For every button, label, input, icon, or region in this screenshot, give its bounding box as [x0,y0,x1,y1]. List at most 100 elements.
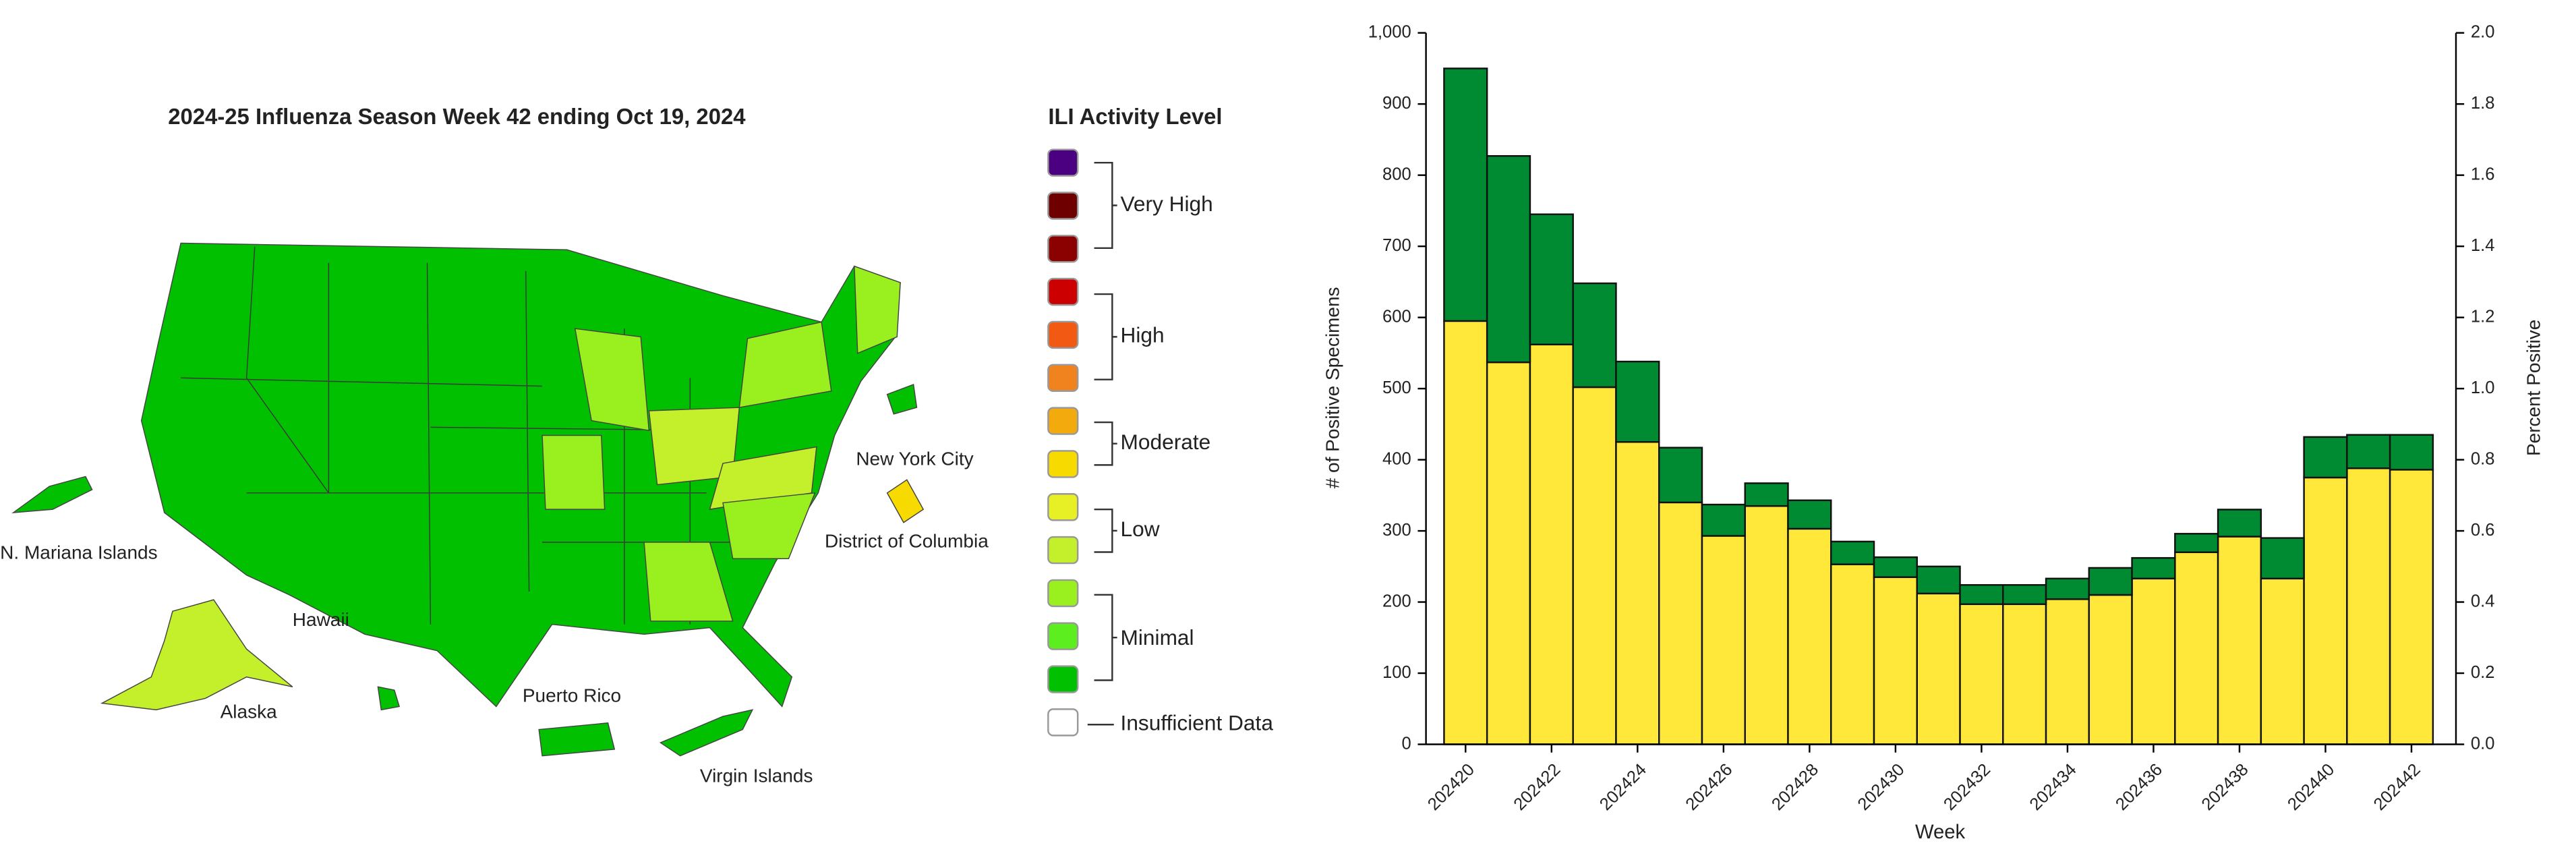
state-al-ga [643,542,734,622]
bar-segment [1916,592,1961,745]
bar-segment [2088,567,2133,596]
y-tick-label: 600 [1382,307,1411,326]
y-tick-label: 100 [1382,663,1411,682]
y2-tick-label: 1.6 [2471,165,2495,183]
bar-segment [1959,603,2004,745]
y2-tick-label: 0.2 [2471,663,2495,682]
legend-swatch [1047,148,1079,177]
y-tick-label: 400 [1382,449,1411,468]
y2-tick-label: 1.8 [2471,94,2495,113]
legend-group: Low [1121,517,1160,541]
alaska [100,599,293,711]
bar-segment [2045,598,2090,745]
bar-segment [1959,584,2004,605]
territory-label: Puerto Rico [523,685,621,706]
legend-swatch [1047,708,1079,737]
y2-tick-label: 0.8 [2471,449,2495,468]
territory-label: Virgin Islands [700,766,813,786]
legend-swatch [1047,450,1079,478]
state-me [854,265,901,354]
bar-segment [1486,154,1531,364]
y2-tick-label: 1.4 [2471,236,2495,255]
x-tick-label: 202426 [1682,760,1736,814]
legend-swatch [1047,622,1079,650]
state-mo [541,434,606,510]
legend-group: Moderate [1121,430,1211,454]
bar-segment [1615,360,1660,443]
bar-segment [2217,536,2262,745]
bar-segment [2303,476,2348,745]
legend-swatch [1047,493,1079,521]
x-tick-label: 202420 [1424,760,1478,814]
legend-group: Insufficient Data [1121,711,1274,735]
bar-segment [2389,434,2434,471]
x-tick-label: 202442 [2370,760,2424,814]
x-tick-label: 202430 [1854,760,1908,814]
territory-label: N. Mariana Islands [0,542,157,563]
x-tick-label: 202432 [1940,760,1994,814]
bar-segment [2389,469,2434,745]
y-tick-label: 0 [1401,734,1411,753]
state-ny [738,321,832,409]
legend-group: Minimal [1121,625,1194,650]
x-tick-label: 202438 [2198,760,2252,814]
y-tick-label: 500 [1382,378,1411,397]
y2-tick-label: 0.0 [2471,734,2495,753]
bar-segment [1443,67,1488,322]
map-title: 2024-25 Influenza Season Week 42 ending … [168,104,746,129]
legend-swatch [1047,407,1079,435]
legend-swatch [1047,235,1079,263]
bar-segment [2002,603,2047,745]
bar-segment [2088,594,2133,745]
y-tick-label: 800 [1382,165,1411,183]
x-tick-label: 202436 [2112,760,2166,814]
map-legend: ILI Activity Level Very High High Modera… [1047,104,1274,737]
legend-swatch [1047,364,1079,392]
bar-segment [1572,386,1617,745]
y2-tick-label: 0.4 [2471,592,2495,610]
bar-segment [1529,213,1574,345]
bar-segment [1572,282,1617,389]
x-tick-label: 202422 [1510,760,1564,814]
bar-segment [1830,563,1875,745]
x-tick-label: 202428 [1768,760,1822,814]
bar-segment [2045,577,2090,600]
state-wi [574,328,650,432]
y-tick-label: 900 [1382,94,1411,113]
legend-brackets [1087,161,1117,726]
territory-label: New York City [856,448,973,469]
bar-segment [2002,584,2047,605]
legend-swatch [1047,277,1079,306]
bar-segment [1486,361,1531,745]
bar-segment [1701,503,1746,537]
legend-swatch [1047,579,1079,608]
x-axis-title: Week [1915,822,1966,843]
bar-segment [1916,565,1961,595]
x-tick-label: 202434 [2026,760,2080,814]
y2-tick-label: 1.0 [2471,378,2495,397]
legend-swatch [1047,192,1079,220]
us-map: 2024-25 Influenza Season Week 42 ending … [0,104,989,786]
legend-swatch [1047,665,1079,693]
y-tick-label: 700 [1382,236,1411,255]
legend-swatch [1047,536,1079,565]
legend-swatch [1047,320,1079,349]
state-nc-sc [722,492,816,559]
bar-segment [2303,436,2348,479]
bar-segment [1873,556,1918,578]
bar-segment [1744,505,1789,745]
bar-segment [2174,551,2219,745]
y-tick-label: 200 [1382,592,1411,610]
nyc [886,384,918,415]
bar-segment [2131,556,2176,579]
x-tick-label: 202440 [2284,760,2338,814]
territory-label: Alaska [221,701,277,722]
y2-tick-label: 0.6 [2471,521,2495,540]
y-tick-label: 300 [1382,521,1411,540]
x-tick-label: 202424 [1596,760,1650,814]
bar-segment [1615,441,1660,745]
bar-segment [2346,467,2391,745]
bar-segment [1830,540,1875,565]
